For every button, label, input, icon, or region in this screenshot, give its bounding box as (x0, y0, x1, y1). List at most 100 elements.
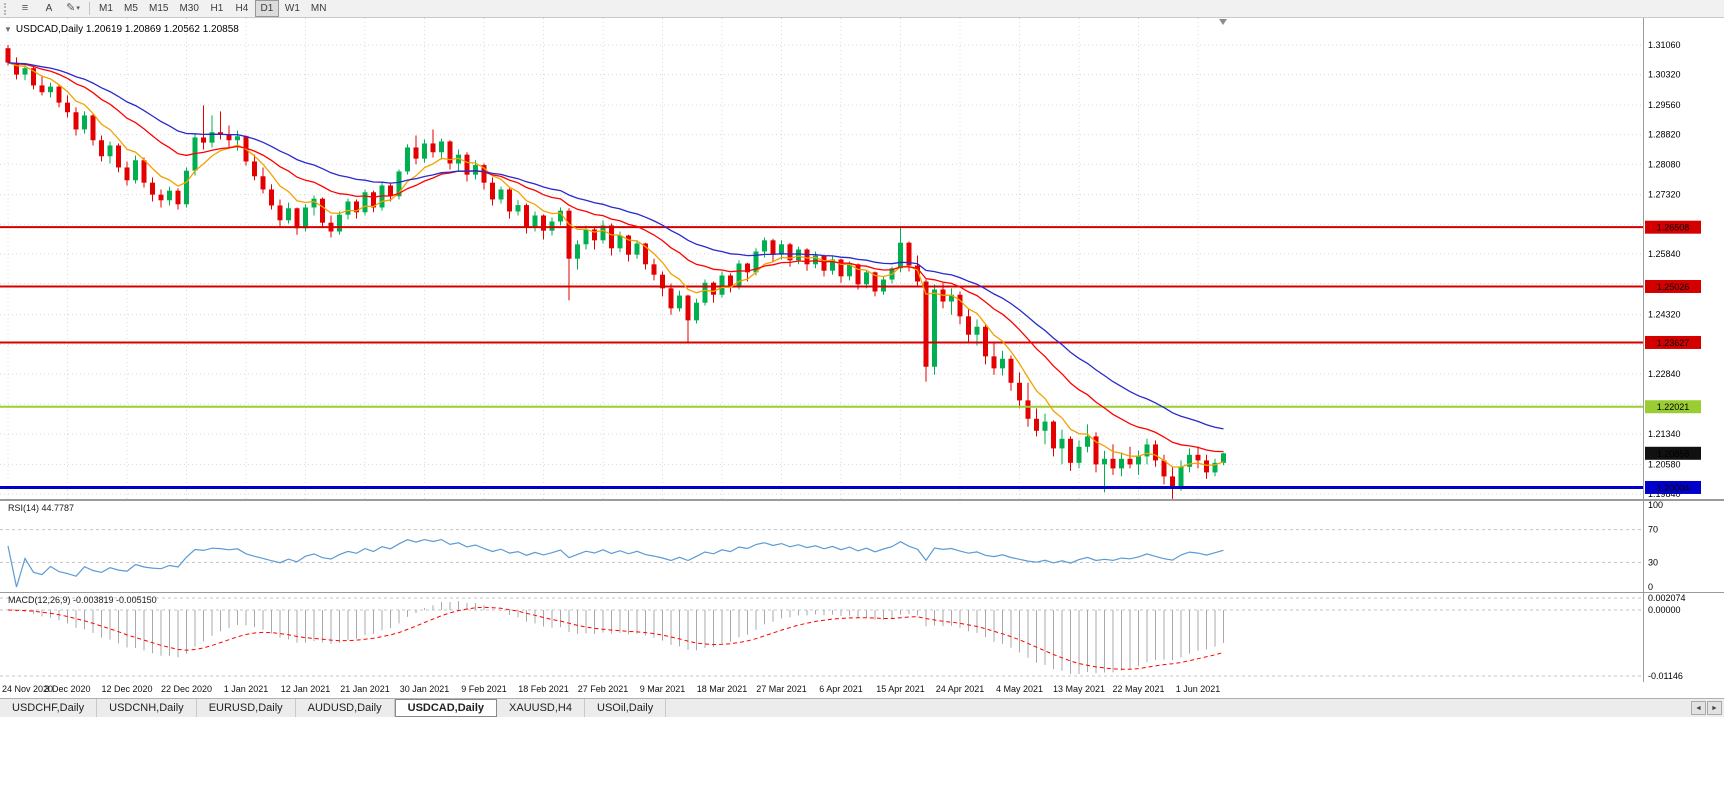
tab-usoil-daily[interactable]: USOil,Daily (585, 699, 667, 717)
timeframe-d1-button[interactable]: D1 (254, 0, 279, 17)
date-label: 15 Apr 2021 (876, 684, 925, 694)
date-label: 22 May 2021 (1112, 684, 1165, 694)
svg-text:1.22840: 1.22840 (1648, 369, 1681, 379)
annotation-text-button[interactable]: A (37, 0, 61, 17)
date-label: 30 Jan 2021 (399, 684, 450, 694)
macd-histogram (16, 601, 1224, 674)
toolbar-separator (89, 2, 90, 15)
date-label: 12 Jan 2021 (280, 684, 331, 694)
svg-text:1.21340: 1.21340 (1648, 429, 1681, 439)
svg-text:1.29560: 1.29560 (1648, 100, 1681, 110)
text-tool-label: A (45, 2, 53, 14)
price-badge: 1.26508 (1645, 220, 1701, 234)
svg-text:0.00000: 0.00000 (1648, 605, 1681, 615)
top-toolbar: ≡ A ✎ ▾ M1 M5 M15 M30 H1 H4 D1 W1 MN (0, 0, 1724, 18)
tab-usdcnh-daily[interactable]: USDCNH,Daily (97, 699, 197, 717)
svg-text:70: 70 (1648, 525, 1658, 535)
svg-text:1.23627: 1.23627 (1657, 338, 1690, 348)
timeframe-toolbar: M1 M5 M15 M30 H1 H4 D1 W1 MN (94, 0, 331, 17)
svg-text:1.19840: 1.19840 (1648, 489, 1681, 499)
ma-mid-line (7, 61, 1224, 453)
date-label: 6 Apr 2021 (819, 684, 863, 694)
svg-text:1.28820: 1.28820 (1648, 130, 1681, 140)
timeframe-h1-button[interactable]: H1 (210, 2, 224, 14)
price-badge: 1.20004 (1645, 480, 1701, 494)
timeframe-m15-button[interactable]: M15 (149, 2, 169, 14)
svg-text:1.24320: 1.24320 (1648, 310, 1681, 320)
timeframe-m30-button[interactable]: M30 (179, 2, 199, 14)
timeframe-h4-button[interactable]: H4 (235, 2, 249, 14)
date-label: 18 Feb 2021 (518, 684, 569, 694)
ma-fast-line (7, 61, 1224, 468)
date-axis[interactable]: 24 Nov 2020 3 Dec 2020 12 Dec 2020 22 Dec 2… (0, 682, 1724, 698)
svg-text:30: 30 (1648, 557, 1658, 567)
macd-label: MACD(12,26,9) -0.003819 -0.005150 (8, 595, 157, 605)
timeframe-w1-button[interactable]: W1 (284, 2, 300, 14)
ma-slow-line (7, 61, 1224, 430)
svg-text:1.25840: 1.25840 (1648, 249, 1681, 259)
chart-shift-marker-icon[interactable] (1219, 19, 1227, 25)
dropdown-caret-icon: ▾ (76, 5, 80, 12)
svg-text:100: 100 (1648, 500, 1663, 510)
price-badge: 1.20858 (1645, 446, 1701, 460)
toolbar-grip-handle[interactable] (4, 2, 9, 15)
svg-text:1.22021: 1.22021 (1657, 402, 1690, 412)
svg-text:1.20004: 1.20004 (1657, 483, 1690, 493)
tab-xauusd-h4[interactable]: XAUUSD,H4 (497, 699, 585, 717)
grid-layer (0, 18, 1643, 500)
date-label: 24 Nov 2020 (2, 684, 54, 694)
svg-text:1.20858: 1.20858 (1657, 449, 1690, 459)
svg-text:1.30320: 1.30320 (1648, 70, 1681, 80)
price-badge: 1.22021 (1645, 400, 1701, 414)
date-label: 9 Feb 2021 (461, 684, 507, 694)
date-label: 21 Jan 2021 (340, 684, 390, 694)
tab-eurusd-daily[interactable]: EURUSD,Daily (197, 699, 296, 717)
rsi-label: RSI(14) 44.7787 (8, 503, 75, 513)
bottom-spacer (0, 717, 1724, 790)
date-label: 1 Jan 2021 (223, 684, 269, 694)
candles-layer (5, 45, 1226, 499)
date-label: 27 Feb 2021 (577, 684, 629, 694)
timeframe-m1-button[interactable]: M1 (99, 2, 113, 14)
rsi-line (7, 538, 1224, 588)
pencil-icon: ✎ (66, 2, 76, 14)
macd-signal-line (7, 606, 1224, 670)
tab-scroll-right-button[interactable]: ► (1707, 701, 1722, 715)
symbol-ohlc-text: USDCAD,Daily 1.20619 1.20869 1.20562 1.2… (15, 24, 239, 35)
tab-usdcad-daily[interactable]: USDCAD,Daily (394, 699, 498, 717)
symbol-tab-bar: USDCHF,Daily USDCNH,Daily EURUSD,Daily AUDU… (0, 698, 1724, 717)
horizontal-level-lines[interactable] (0, 226, 1643, 489)
tab-scroll-left-button[interactable]: ◄ (1691, 701, 1706, 715)
timeframe-mn-button[interactable]: MN (310, 2, 327, 14)
svg-text:1.31060: 1.31060 (1648, 40, 1681, 50)
date-label: 4 May 2021 (995, 684, 1044, 694)
date-label: 9 Mar 2021 (639, 684, 686, 694)
svg-text:-0.01146: -0.01146 (1648, 671, 1683, 681)
main-price-chart[interactable]: 1.31060 1.30320 1.29560 1.28820 1.28080 1.273… (0, 18, 1724, 500)
date-label: 12 Dec 2020 (101, 684, 153, 694)
svg-text:0.002074: 0.002074 (1648, 593, 1686, 603)
date-label: 3 Dec 2020 (44, 684, 91, 694)
rsi-panel[interactable]: 100 70 30 0 (0, 500, 1724, 592)
svg-text:1.20580: 1.20580 (1648, 459, 1681, 469)
date-label: 18 Mar 2021 (696, 684, 748, 694)
svg-text:1.28080: 1.28080 (1648, 159, 1681, 169)
tab-scroll-controls: ◄ ► (1691, 699, 1724, 717)
tab-usdchf-daily[interactable]: USDCHF,Daily (0, 699, 98, 717)
menu-icon: ≡ (21, 2, 29, 14)
charts-menu-button[interactable]: ≡ (13, 0, 37, 17)
date-label: 24 Apr 2021 (935, 684, 985, 694)
svg-text:1.25026: 1.25026 (1657, 282, 1690, 292)
timeframe-m5-button[interactable]: M5 (124, 2, 138, 14)
date-label: 22 Dec 2020 (160, 684, 213, 694)
symbol-dropdown-button[interactable]: ▼ (4, 25, 12, 34)
tab-audusd-daily[interactable]: AUDUSD,Daily (296, 699, 395, 717)
drawing-tool-button[interactable]: ✎ ▾ (61, 0, 85, 17)
chart-ohlc-header: ▼ USDCAD,Daily 1.20619 1.20869 1.20562 1… (4, 24, 239, 35)
macd-panel[interactable]: 0.002074 0.00000 -0.01146 (0, 592, 1724, 682)
date-label: 13 May 2021 (1052, 684, 1106, 694)
date-label: 27 Mar 2021 (756, 684, 807, 694)
svg-text:1.27320: 1.27320 (1648, 190, 1681, 200)
price-axis[interactable]: 1.31060 1.30320 1.29560 1.28820 1.28080 1.273… (1643, 18, 1702, 500)
